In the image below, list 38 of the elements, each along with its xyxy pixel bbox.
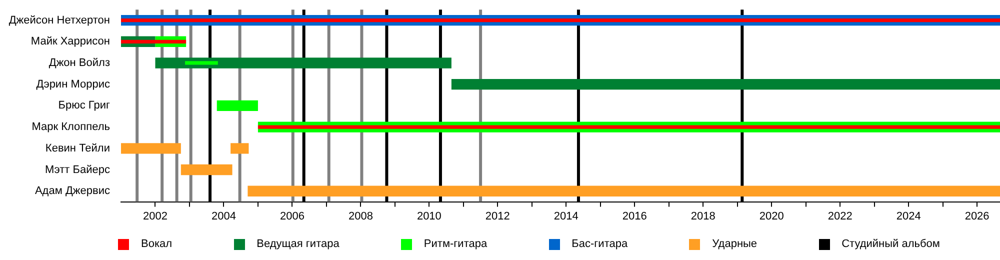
y-tick-label: Марк Клоппель	[32, 121, 110, 134]
x-tick-label: 2004	[211, 210, 236, 222]
bar	[121, 40, 186, 44]
legend-label: Ударные	[712, 238, 758, 250]
x-tick-label: 2010	[416, 210, 442, 222]
x-tick-label: 2002	[143, 210, 168, 222]
y-tick-label: Майк Харрисон	[30, 36, 110, 48]
legend-label: Вокал	[141, 238, 172, 250]
x-tick-label: 2020	[759, 210, 784, 222]
bar	[230, 143, 249, 154]
x-tick-label: 2008	[348, 210, 373, 222]
bar	[121, 18, 1000, 22]
legend-label: Ритм-гитара	[424, 238, 488, 250]
y-tick-label: Кевин Тейли	[45, 142, 110, 154]
bar	[451, 79, 1000, 90]
y-tick-label: Мэтт Байерс	[44, 164, 110, 176]
bar	[155, 58, 452, 68]
y-tick-label: Брюс Григ	[58, 100, 110, 112]
y-tick-label: Джон Войлз	[48, 57, 110, 70]
bar	[248, 186, 1000, 196]
bar	[121, 143, 181, 154]
x-tick-label: 2022	[828, 210, 852, 222]
x-tick-label: 2018	[690, 210, 716, 222]
legend-label: Бас-гитара	[572, 238, 628, 250]
x-tick-label: 2014	[554, 210, 578, 222]
legend-label: Студийный альбом	[842, 238, 940, 250]
x-tick-label: 2012	[485, 210, 510, 222]
x-tick-label: 2024	[896, 210, 921, 222]
y-tick-label: Дэрин Моррис	[36, 78, 110, 90]
y-tick-label: Адам Джервис	[34, 185, 110, 198]
x-tick-label: 2016	[622, 210, 647, 222]
bar	[216, 100, 258, 112]
bar	[258, 125, 1000, 129]
legend-label: Ведущая гитара	[256, 238, 340, 250]
x-tick-label: 2026	[964, 210, 990, 222]
x-tick-label: 2006	[280, 210, 304, 222]
bar	[180, 164, 232, 176]
y-tick-label: Джейсон Нетхертон	[8, 14, 110, 26]
